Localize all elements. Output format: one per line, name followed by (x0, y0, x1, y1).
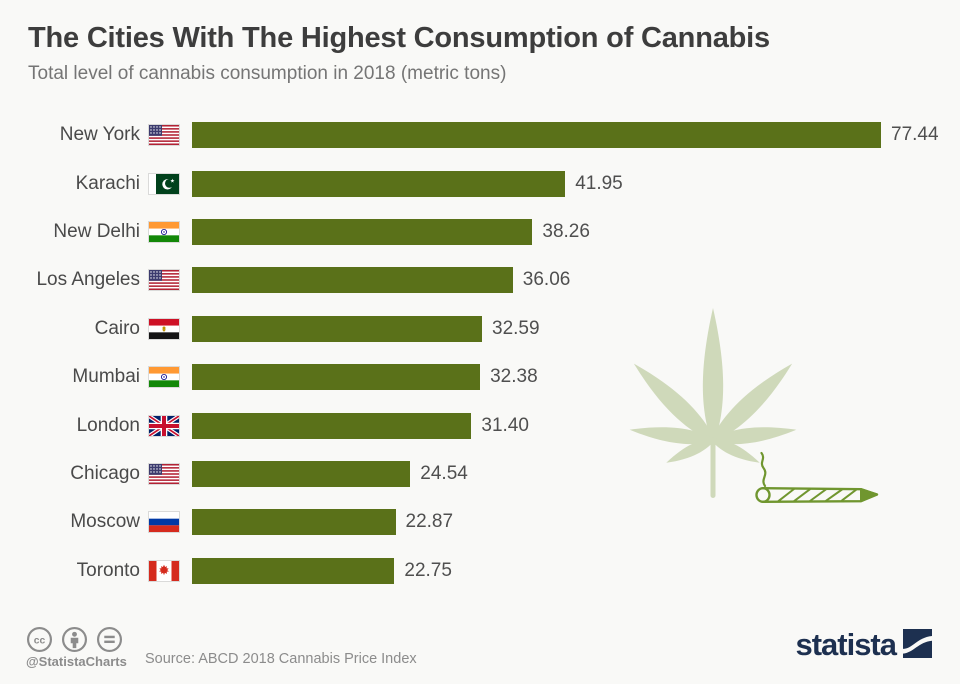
bar-row: Los Angeles 36.06 (28, 256, 932, 304)
cannabis-leaf-icon (629, 308, 797, 498)
bar-row: Moscow 22.87 (28, 498, 932, 546)
statista-logo: statista (795, 626, 932, 662)
bar (192, 460, 411, 487)
flag-icon-ca (149, 560, 179, 581)
bar (192, 267, 513, 294)
category-label: Toronto (76, 559, 140, 581)
page-title: The Cities With The Highest Consumption … (28, 22, 770, 54)
page-subtitle: Total level of cannabis consumption in 2… (28, 63, 507, 84)
value-label: 32.59 (492, 317, 540, 339)
flag-icon-eg (149, 318, 179, 339)
cannabis-joint-icon (755, 451, 879, 504)
statista-wordmark: statista (795, 626, 897, 662)
value-label: 41.95 (575, 172, 623, 194)
category-label: Karachi (75, 172, 140, 194)
statista-charts-handle: @StatistaCharts (26, 654, 127, 669)
flag-icon-ru (149, 512, 179, 533)
bar-track: 32.59 (192, 315, 932, 342)
bar (192, 412, 472, 439)
flag-icon-us (149, 463, 179, 484)
value-label: 32.38 (490, 366, 538, 388)
flag-icon-in (149, 367, 179, 388)
bar-track: 41.95 (192, 170, 932, 197)
flag-icon-us (149, 125, 179, 146)
value-label: 22.75 (404, 559, 452, 581)
svg-text:cc: cc (34, 635, 46, 646)
bar-track: 31.40 (192, 412, 932, 439)
category-label: Cairo (94, 317, 140, 339)
license-icons: cc (26, 626, 123, 653)
bar-row: New Delhi 38.26 (28, 208, 932, 256)
source-text: Source: ABCD 2018 Cannabis Price Index (145, 651, 417, 667)
bar-row: Karachi 41.95 (28, 159, 932, 207)
bar (192, 170, 566, 197)
category-label: Chicago (70, 462, 140, 484)
bar-track: 24.54 (192, 460, 932, 487)
attribution-person-icon (61, 626, 88, 653)
flag-icon-pk (149, 173, 179, 194)
no-derivatives-equals-icon (96, 626, 123, 653)
value-label: 24.54 (420, 462, 468, 484)
cc-icon: cc (26, 626, 53, 653)
value-label: 77.44 (891, 124, 939, 146)
bar-row: Toronto 22.75 (28, 547, 932, 595)
value-label: 31.40 (481, 414, 529, 436)
statista-logo-icon (903, 629, 932, 658)
bar-track: 36.06 (192, 267, 932, 294)
bar (192, 557, 395, 584)
flag-icon-in (149, 221, 179, 242)
bar (192, 364, 481, 391)
flag-icon-gb (149, 415, 179, 436)
category-label: Mumbai (72, 366, 140, 388)
flag-icon-us (149, 270, 179, 291)
bar-row: Cairo 32.59 (28, 305, 932, 353)
value-label: 38.26 (542, 220, 590, 242)
bar-track: 38.26 (192, 218, 932, 245)
category-label: Moscow (70, 511, 140, 533)
bar-row: Mumbai 32.38 (28, 353, 932, 401)
bar-track: 22.75 (192, 557, 932, 584)
category-label: London (76, 414, 140, 436)
bar-row: Chicago 24.54 (28, 450, 932, 498)
category-label: New Delhi (53, 220, 140, 242)
bar-chart: New York 77.44 Karachi 41.95 New Delhi 38.26 L… (28, 111, 939, 595)
category-label: New York (59, 124, 140, 146)
bar (192, 509, 396, 536)
value-label: 36.06 (522, 269, 571, 291)
bar-track: 32.38 (192, 364, 932, 391)
bar (192, 315, 482, 342)
bar-track: 77.44 (192, 122, 939, 149)
bar (192, 218, 533, 245)
category-label: Los Angeles (36, 269, 140, 291)
bar-row: New York 77.44 (28, 111, 939, 159)
value-label: 22.87 (405, 511, 454, 533)
bar-row: London 31.40 (28, 401, 932, 449)
bar-track: 22.87 (192, 509, 932, 536)
bar (192, 122, 881, 149)
